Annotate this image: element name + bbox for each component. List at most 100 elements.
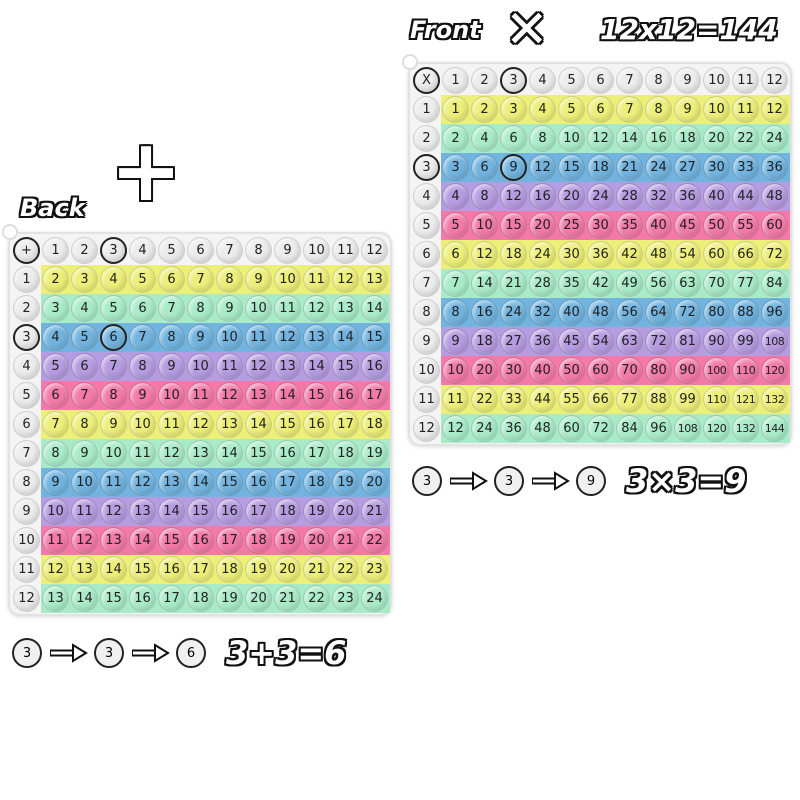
pop-bubble-cell[interactable]: 7	[42, 411, 69, 438]
pop-bubble-cell[interactable]: 15	[129, 556, 156, 583]
pop-bubble-cell[interactable]: 30	[703, 154, 730, 181]
pop-bubble-cell[interactable]: 66	[587, 386, 614, 413]
pop-bubble-cell[interactable]: 10	[187, 353, 214, 380]
pop-bubble-cell[interactable]: 14	[332, 324, 359, 351]
pop-bubble-cell[interactable]: 12	[303, 295, 330, 322]
pop-bubble-cell[interactable]: 70	[616, 357, 643, 384]
pop-bubble-cell[interactable]: 20	[558, 183, 585, 210]
pop-bubble-cell[interactable]: 17	[332, 411, 359, 438]
pop-bubble-cell[interactable]: 13	[216, 411, 243, 438]
pop-bubble-cell[interactable]: 21	[500, 270, 527, 297]
pop-bubble-cell[interactable]: 18	[587, 154, 614, 181]
pop-bubble-cell[interactable]: 18	[332, 440, 359, 467]
column-header-cell[interactable]: 12	[361, 237, 388, 264]
row-header-cell[interactable]: 6	[13, 411, 40, 438]
column-header-cell[interactable]: 10	[703, 67, 730, 94]
row-header-cell[interactable]: 2	[13, 295, 40, 322]
pop-bubble-cell[interactable]: 20	[471, 357, 498, 384]
pop-bubble-cell[interactable]: 54	[587, 328, 614, 355]
pop-bubble-cell[interactable]: 10	[558, 125, 585, 152]
pop-bubble-cell[interactable]: 108	[761, 328, 788, 355]
pop-bubble-cell[interactable]: 7	[71, 382, 98, 409]
pop-bubble-cell[interactable]: 10	[216, 324, 243, 351]
pop-bubble-cell[interactable]: 14	[216, 440, 243, 467]
pop-bubble-cell[interactable]: 32	[529, 299, 556, 326]
pop-bubble-cell[interactable]: 11	[187, 382, 214, 409]
pop-bubble-cell[interactable]: 54	[674, 241, 701, 268]
pop-bubble-cell[interactable]: 12	[42, 556, 69, 583]
column-header-cell[interactable]: 8	[245, 237, 272, 264]
pop-bubble-cell[interactable]: 23	[361, 556, 388, 583]
pop-bubble-cell[interactable]: 12	[274, 324, 301, 351]
pop-bubble-cell[interactable]: 28	[616, 183, 643, 210]
pop-bubble-cell[interactable]: 33	[500, 386, 527, 413]
row-header-cell[interactable]: 9	[13, 498, 40, 525]
pop-bubble-cell[interactable]: 12	[187, 411, 214, 438]
pop-bubble-cell[interactable]: 60	[761, 212, 788, 239]
pop-bubble-cell[interactable]: 72	[645, 328, 672, 355]
pop-bubble-cell[interactable]: 120	[703, 415, 730, 442]
pop-bubble-cell[interactable]: 20	[303, 527, 330, 554]
pop-bubble-cell[interactable]: 16	[158, 556, 185, 583]
row-header-cell[interactable]: 5	[13, 382, 40, 409]
column-header-cell[interactable]: 2	[71, 237, 98, 264]
row-header-cell[interactable]: 11	[13, 556, 40, 583]
pop-bubble-cell[interactable]: 8	[42, 440, 69, 467]
pop-bubble-cell[interactable]: 18	[674, 125, 701, 152]
pop-bubble-cell[interactable]: 80	[703, 299, 730, 326]
pop-bubble-cell[interactable]: 16	[529, 183, 556, 210]
pop-bubble-cell[interactable]: 27	[500, 328, 527, 355]
pop-bubble-cell[interactable]: 36	[587, 241, 614, 268]
pop-bubble-cell[interactable]: 12	[71, 527, 98, 554]
pop-bubble-cell[interactable]: 13	[100, 527, 127, 554]
pop-bubble-cell[interactable]: 11	[158, 411, 185, 438]
pop-bubble-cell[interactable]: 11	[129, 440, 156, 467]
pop-bubble-cell[interactable]: 16	[274, 440, 301, 467]
pop-bubble-cell[interactable]: 6	[42, 382, 69, 409]
pop-bubble-cell[interactable]: 13	[274, 353, 301, 380]
pop-bubble-cell[interactable]: 72	[761, 241, 788, 268]
pop-bubble-cell[interactable]: 55	[732, 212, 759, 239]
pop-bubble-cell[interactable]: 5	[129, 266, 156, 293]
pop-bubble-cell[interactable]: 4	[442, 183, 469, 210]
pop-bubble-cell[interactable]: 24	[361, 585, 388, 612]
pop-bubble-cell[interactable]: 16	[216, 498, 243, 525]
pop-bubble-cell[interactable]: 9	[129, 382, 156, 409]
pop-bubble-cell[interactable]: 13	[245, 382, 272, 409]
pop-bubble-cell[interactable]: 12	[332, 266, 359, 293]
column-header-cell[interactable]: 9	[674, 67, 701, 94]
pop-bubble-cell[interactable]: 20	[361, 469, 388, 496]
pop-bubble-cell[interactable]: 144	[761, 415, 788, 442]
pop-bubble-cell[interactable]: 13	[129, 498, 156, 525]
row-header-cell[interactable]: 11	[413, 386, 440, 413]
pop-bubble-cell[interactable]: 13	[303, 324, 330, 351]
pop-bubble-cell[interactable]: 15	[187, 498, 214, 525]
pop-bubble-cell[interactable]: 28	[529, 270, 556, 297]
pop-bubble-cell[interactable]: 9	[42, 469, 69, 496]
pop-bubble-cell[interactable]: 17	[245, 498, 272, 525]
pop-bubble-cell[interactable]: 24	[587, 183, 614, 210]
pop-bubble-cell[interactable]: 12	[529, 154, 556, 181]
pop-bubble-cell[interactable]: 9	[674, 96, 701, 123]
pop-bubble-cell[interactable]: 15	[216, 469, 243, 496]
pop-bubble-cell[interactable]: 6	[129, 295, 156, 322]
pop-bubble-cell[interactable]: 35	[616, 212, 643, 239]
pop-bubble-cell[interactable]: 21	[616, 154, 643, 181]
pop-bubble-cell[interactable]: 60	[558, 415, 585, 442]
pop-bubble-cell[interactable]: 110	[703, 386, 730, 413]
pop-bubble-cell[interactable]: 11	[245, 324, 272, 351]
pop-bubble-cell[interactable]: 90	[674, 357, 701, 384]
pop-bubble-cell[interactable]: 14	[245, 411, 272, 438]
pop-bubble-cell[interactable]: 60	[703, 241, 730, 268]
column-header-cell[interactable]: 9	[274, 237, 301, 264]
pop-bubble-cell[interactable]: 17	[274, 469, 301, 496]
pop-bubble-cell[interactable]: 48	[645, 241, 672, 268]
pop-bubble-cell[interactable]: 9	[442, 328, 469, 355]
pop-bubble-cell[interactable]: 50	[558, 357, 585, 384]
pop-bubble-cell[interactable]: 80	[645, 357, 672, 384]
pop-bubble-cell[interactable]: 56	[645, 270, 672, 297]
pop-bubble-cell[interactable]: 14	[361, 295, 388, 322]
pop-bubble-cell[interactable]: 4	[100, 266, 127, 293]
pop-bubble-cell[interactable]: 12	[129, 469, 156, 496]
row-header-cell[interactable]: 1	[13, 266, 40, 293]
